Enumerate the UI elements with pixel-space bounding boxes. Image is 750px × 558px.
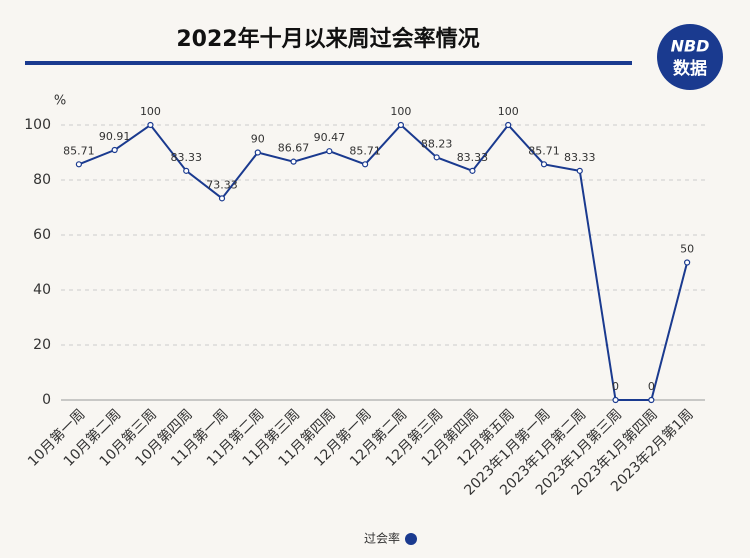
data-label: 88.23 xyxy=(421,137,453,150)
data-point xyxy=(397,121,404,129)
chart-title: 2022年十月以来周过会率情况 xyxy=(176,26,479,52)
data-point xyxy=(612,396,619,404)
data-point xyxy=(75,161,82,168)
data-point xyxy=(469,167,476,174)
legend-marker xyxy=(405,533,417,545)
y-tick-label: 100 xyxy=(24,117,51,133)
data-point xyxy=(362,161,369,168)
y-unit: % xyxy=(54,94,66,109)
y-tick-label: 80 xyxy=(33,172,51,188)
data-label: 100 xyxy=(498,105,519,118)
data-label: 90.47 xyxy=(314,131,346,144)
y-tick-label: 60 xyxy=(33,227,51,243)
data-label: 100 xyxy=(390,105,411,118)
data-label: 90 xyxy=(251,133,265,146)
data-label: 100 xyxy=(140,105,161,118)
data-label: 0 xyxy=(648,380,655,393)
data-label: 73.33 xyxy=(206,178,238,191)
data-label: 85.71 xyxy=(528,144,560,157)
data-point xyxy=(147,121,154,129)
data-label: 83.33 xyxy=(457,151,489,164)
data-point xyxy=(218,195,226,202)
data-label: 50 xyxy=(680,243,694,256)
data-point xyxy=(576,167,583,174)
data-point xyxy=(326,148,333,155)
series-line xyxy=(78,123,689,401)
y-tick-label: 0 xyxy=(42,392,51,408)
data-point xyxy=(290,158,297,165)
data-label: 0 xyxy=(612,380,619,393)
legend-label: 过会率 xyxy=(364,531,400,546)
data-label: 85.71 xyxy=(349,144,381,157)
data-point xyxy=(505,121,512,129)
title-underline xyxy=(25,61,632,65)
logo-badge xyxy=(657,24,723,90)
data-point xyxy=(433,154,440,161)
data-label: 86.67 xyxy=(278,142,310,155)
data-label: 83.33 xyxy=(170,151,202,164)
logo-label: 数据 xyxy=(673,58,707,79)
data-point xyxy=(540,161,548,168)
data-point xyxy=(111,146,118,154)
y-tick-label: 20 xyxy=(33,337,51,353)
y-tick-label: 40 xyxy=(33,282,51,298)
logo-brand: NBD xyxy=(671,37,710,56)
data-label: 83.33 xyxy=(564,151,596,164)
data-point xyxy=(684,259,691,266)
data-label: 85.71 xyxy=(63,144,95,157)
data-point xyxy=(254,149,261,156)
data-label: 90.91 xyxy=(99,130,131,143)
data-point xyxy=(648,396,655,404)
data-point xyxy=(183,167,190,174)
